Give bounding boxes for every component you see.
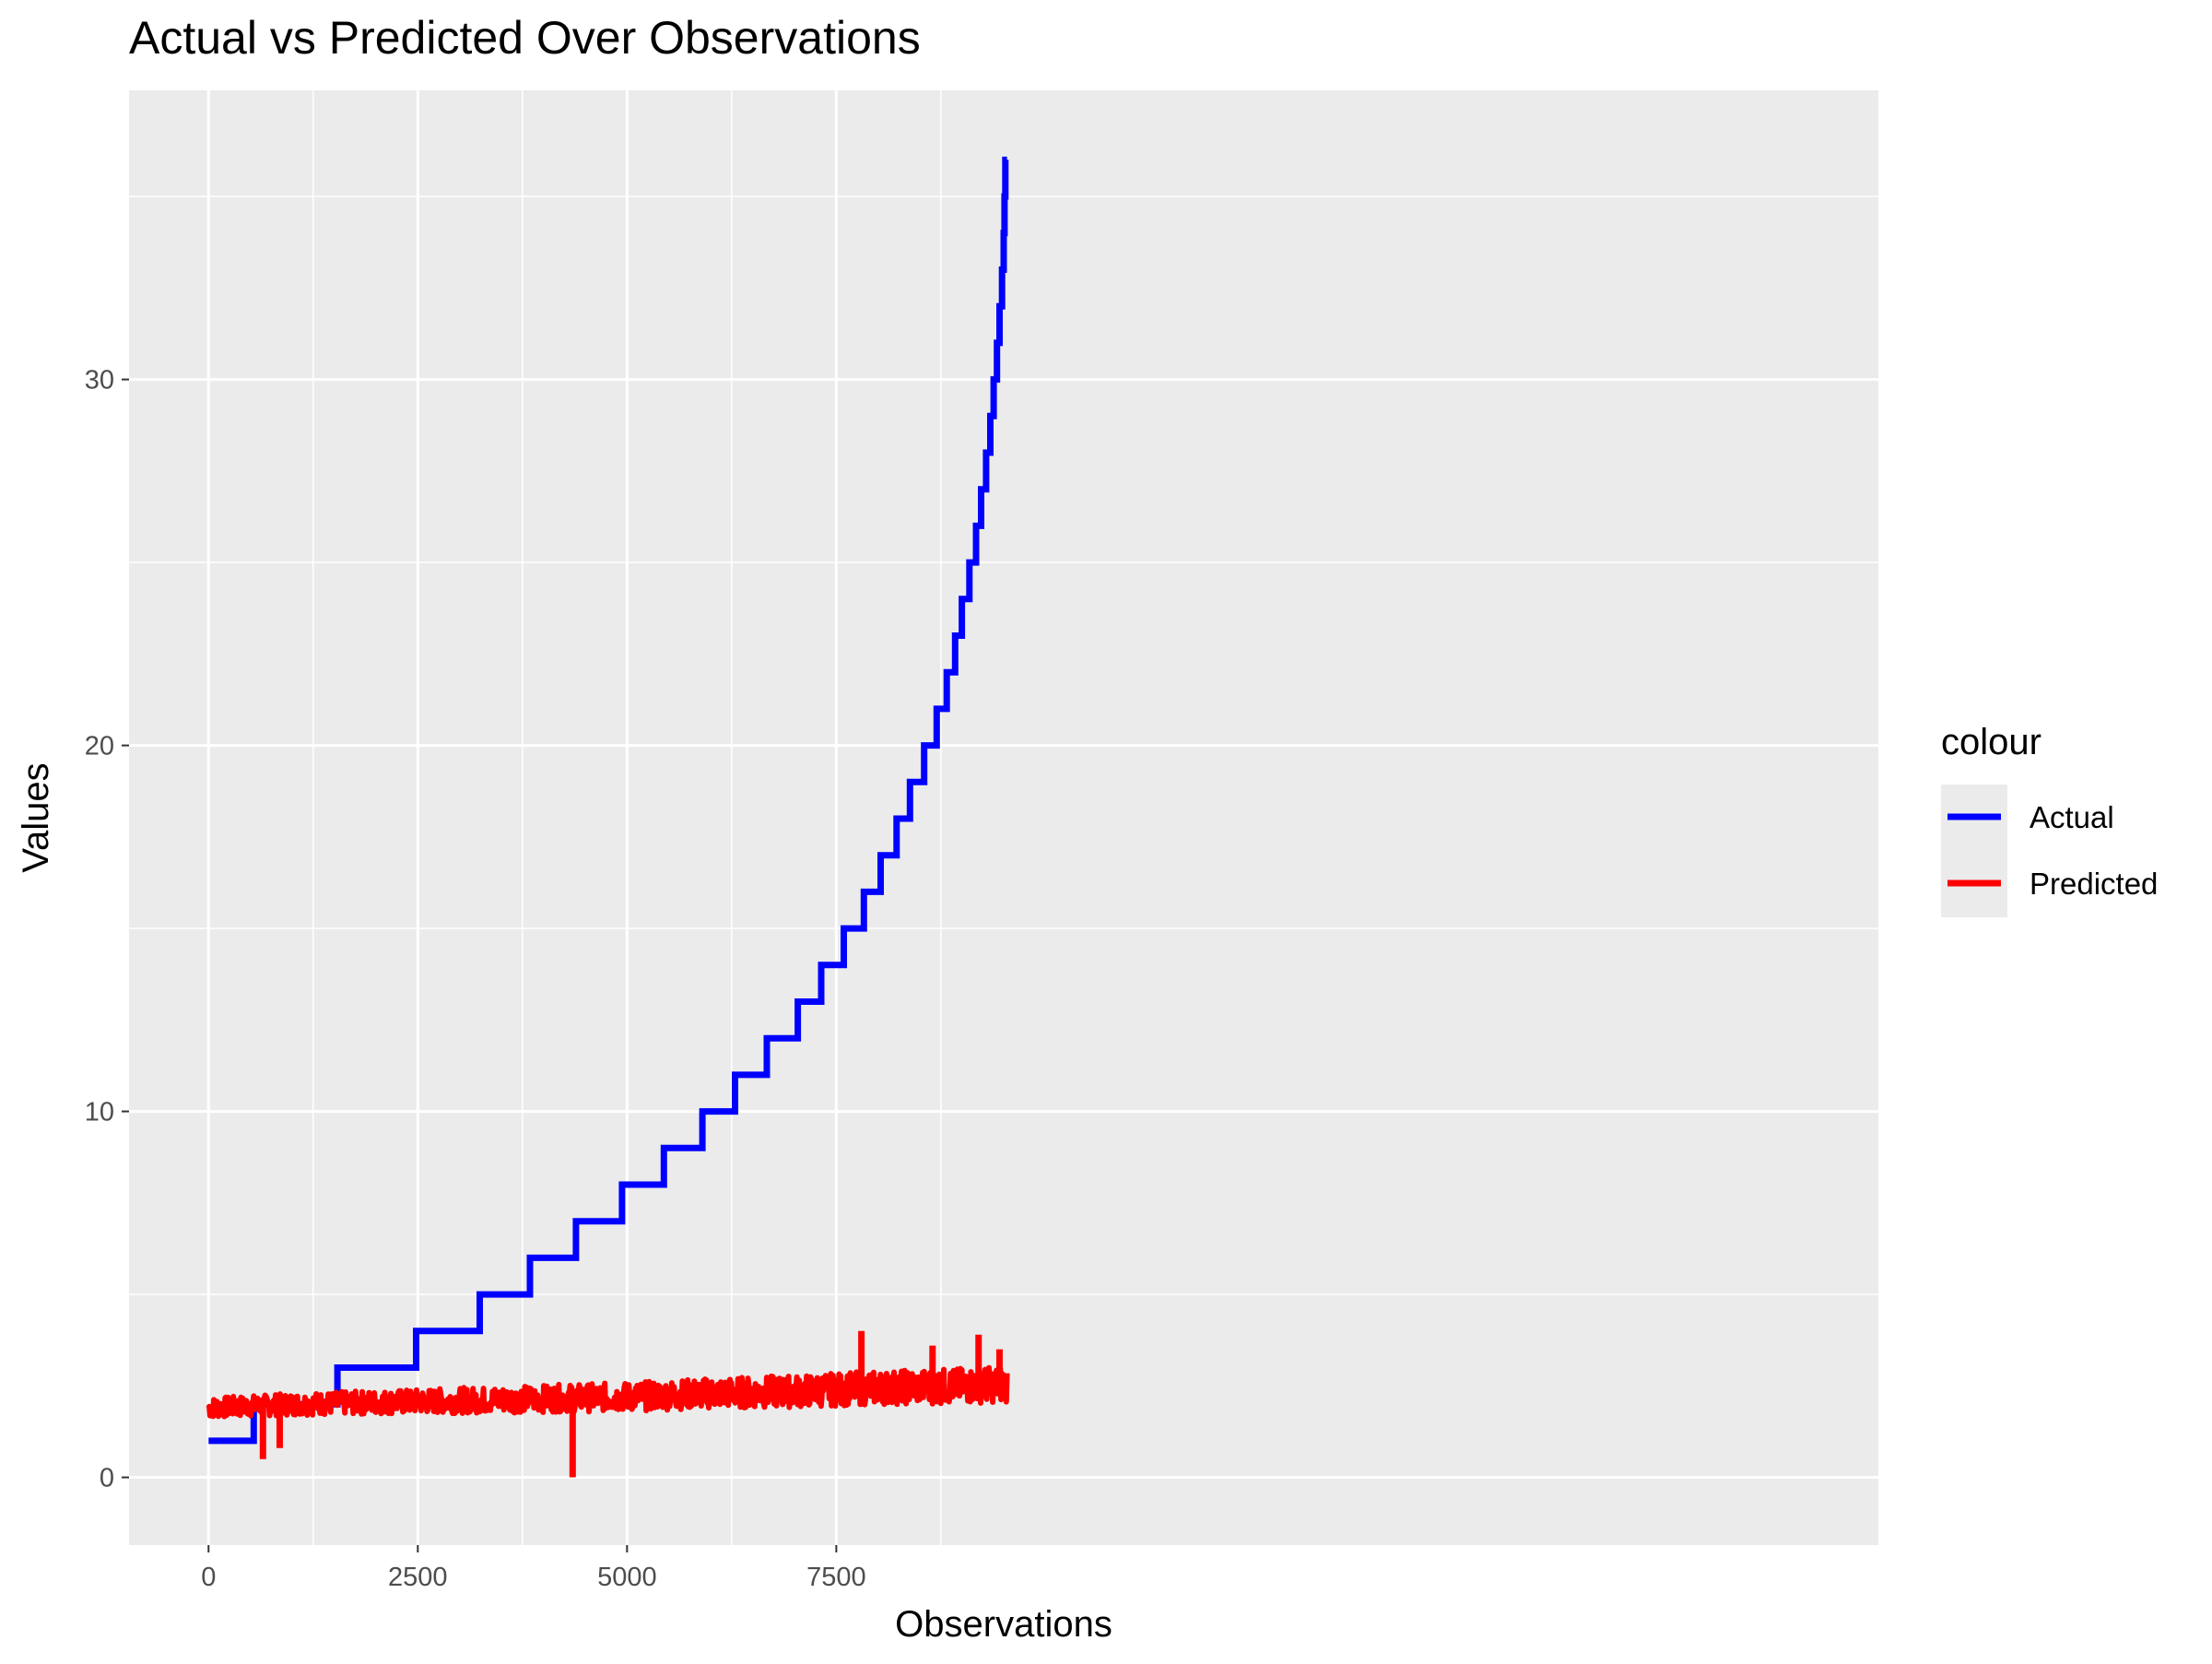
legend: colour Actual Predicted [1941, 722, 2158, 917]
major-gridlines [129, 90, 1878, 1545]
chart-title: Actual vs Predicted Over Observations [129, 12, 921, 64]
minor-gridlines [129, 90, 1878, 1545]
x-tick-label: 0 [201, 1563, 216, 1592]
legend-title: colour [1941, 722, 2041, 762]
x-tick-label: 5000 [597, 1563, 657, 1592]
y-axis-title: Values [16, 762, 56, 872]
legend-key-background [1941, 785, 2007, 917]
x-tick-label: 7500 [806, 1563, 866, 1592]
legend-label-predicted: Predicted [2030, 867, 2158, 901]
legend-label-actual: Actual [2030, 800, 2114, 834]
series-layer [206, 156, 1010, 1478]
y-tick-label: 10 [85, 1098, 114, 1127]
y-tick-label: 30 [85, 366, 114, 395]
x-axis-title: Observations [895, 1604, 1112, 1645]
y-tick-label: 0 [100, 1464, 114, 1493]
series-predicted-line [206, 1364, 1010, 1420]
series-actual-line [208, 156, 1009, 1445]
y-axis: 0 10 20 30 [85, 366, 129, 1493]
y-tick-label: 20 [85, 732, 114, 761]
plot-panel [129, 90, 1878, 1545]
x-axis: 0 2500 5000 7500 [201, 1545, 866, 1592]
x-tick-label: 2500 [388, 1563, 448, 1592]
